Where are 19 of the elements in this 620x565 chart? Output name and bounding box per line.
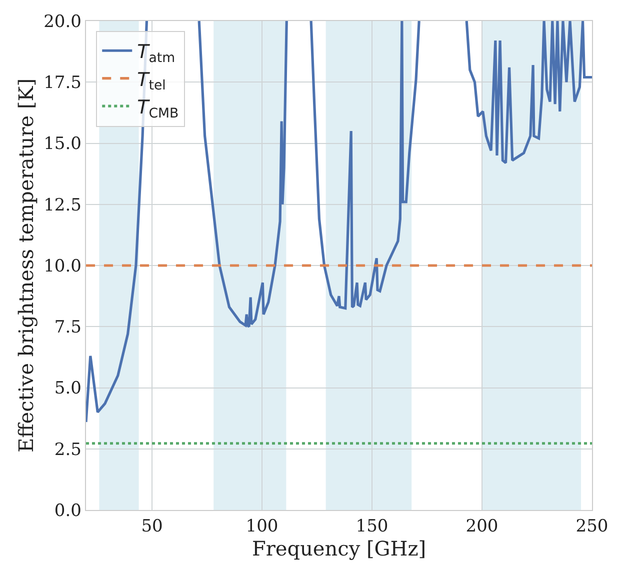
x-tick-label: 100 bbox=[246, 516, 278, 537]
legend-label: T$_{atm}$ bbox=[137, 41, 176, 66]
y-tick-label: 15.0 bbox=[44, 134, 82, 154]
x-tick-label: 200 bbox=[466, 516, 498, 537]
y-tick-label: 2.5 bbox=[54, 440, 82, 460]
x-axis-title: Frequency [GHz] bbox=[252, 536, 426, 561]
y-axis-title: Effective brightness temperature [K] bbox=[14, 78, 38, 453]
x-tick-label: 50 bbox=[141, 516, 163, 537]
legend-label: T$_{CMB}$ bbox=[137, 96, 179, 122]
legend-label: T$_{tel}$ bbox=[137, 68, 166, 94]
y-tick-label: 10.0 bbox=[44, 256, 82, 276]
y-tick-label: 0.0 bbox=[54, 500, 82, 521]
y-tick-label: 12.5 bbox=[44, 195, 82, 216]
x-tick-label: 150 bbox=[356, 516, 388, 537]
y-tick-label: 5.0 bbox=[54, 378, 82, 399]
y-tick-label: 17.5 bbox=[44, 73, 82, 94]
y-tick-label: 7.5 bbox=[54, 318, 82, 338]
y-tick-label: 20.0 bbox=[44, 12, 82, 32]
x-tick-label: 250 bbox=[576, 516, 608, 537]
